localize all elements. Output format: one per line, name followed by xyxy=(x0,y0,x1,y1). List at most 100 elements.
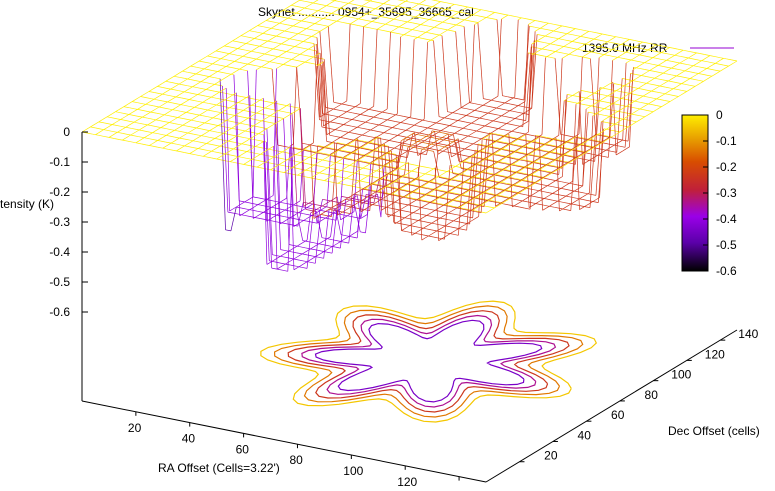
surface-mesh-line xyxy=(498,116,501,118)
surface-mesh-line xyxy=(113,118,118,119)
surface-mesh-line xyxy=(330,109,333,111)
surface-mesh-line xyxy=(229,52,232,54)
surface-mesh-line xyxy=(580,192,585,193)
surface-mesh-line xyxy=(606,116,609,118)
surface-mesh-line xyxy=(166,123,169,125)
surface-mesh-line xyxy=(276,49,281,50)
surface-mesh-line xyxy=(690,66,693,68)
surface-mesh-line xyxy=(365,136,370,137)
surface-mesh-line xyxy=(280,64,283,66)
surface-mesh-line xyxy=(608,96,613,97)
surface-mesh-line xyxy=(371,172,374,174)
surface-mesh-line xyxy=(485,119,490,120)
x-tick-label: 40 xyxy=(182,432,196,446)
surface-mesh-line xyxy=(280,200,283,202)
surface-mesh-line xyxy=(640,85,643,87)
surface-mesh-line xyxy=(351,200,356,201)
surface-mesh-line xyxy=(421,33,424,35)
surface-mesh-line xyxy=(260,131,263,133)
surface-mesh-line xyxy=(565,44,568,46)
surface-mesh-line xyxy=(285,264,290,265)
surface-mesh-line xyxy=(297,215,302,241)
surface-mesh-line xyxy=(122,127,125,129)
surface-mesh-line xyxy=(275,262,280,263)
surface-mesh-line xyxy=(240,63,245,64)
surface-mesh-line xyxy=(320,29,323,31)
surface-mesh-line xyxy=(275,63,280,64)
surface-mesh-line xyxy=(203,102,208,103)
surface-mesh-line xyxy=(603,118,606,120)
surface-mesh-line xyxy=(367,21,372,22)
surface-mesh-line xyxy=(172,116,177,117)
surface-mesh-line xyxy=(196,141,201,142)
surface-mesh-line xyxy=(246,31,249,33)
surface-mesh-line xyxy=(132,110,135,112)
surface-mesh-line xyxy=(185,139,190,140)
surface-mesh-line xyxy=(522,201,527,202)
surface-mesh-line xyxy=(489,207,494,208)
surface-mesh-line xyxy=(298,173,301,175)
surface-mesh-line xyxy=(327,154,330,206)
surface-mesh-line xyxy=(445,127,448,129)
surface-mesh-line xyxy=(391,137,394,139)
surface-mesh-line xyxy=(175,124,180,125)
surface-mesh-line xyxy=(340,135,343,137)
surface-mesh-line xyxy=(601,122,606,123)
surface-mesh-line xyxy=(650,112,653,114)
surface-mesh-line xyxy=(730,63,733,65)
surface-mesh-line xyxy=(665,87,670,88)
surface-mesh-line xyxy=(226,67,231,68)
surface-mesh-line xyxy=(340,125,343,127)
surface-mesh-line xyxy=(432,232,435,234)
surface-mesh-line xyxy=(707,62,712,63)
surface-mesh-line xyxy=(190,154,195,155)
surface-mesh-line xyxy=(221,52,226,53)
surface-mesh-line xyxy=(294,257,297,259)
surface-mesh-line xyxy=(515,116,518,118)
surface-mesh-line xyxy=(139,106,142,108)
surface-mesh-line xyxy=(153,141,156,143)
surface-mesh-line xyxy=(406,124,411,125)
surface-mesh-line xyxy=(173,119,176,121)
surface-mesh-line xyxy=(233,50,236,52)
surface-mesh-line xyxy=(496,121,501,122)
surface-mesh-line xyxy=(203,79,206,81)
surface-mesh-line xyxy=(612,138,617,139)
surface-mesh-line xyxy=(354,133,359,134)
surface-mesh-line xyxy=(189,76,192,78)
surface-mesh-line xyxy=(220,133,223,135)
surface-mesh-line xyxy=(643,105,646,107)
surface-mesh-line xyxy=(270,38,273,40)
surface-mesh-line xyxy=(623,106,626,108)
surface-mesh-line xyxy=(324,168,327,170)
surface-mesh-line xyxy=(348,175,351,177)
surface-mesh-line xyxy=(515,20,518,97)
surface-mesh-line xyxy=(450,165,455,166)
surface-mesh-line xyxy=(581,30,586,31)
surface-mesh-line xyxy=(539,49,542,51)
surface-mesh-line xyxy=(323,25,328,26)
y-tick-label: 20 xyxy=(544,449,558,463)
surface-mesh-line xyxy=(294,214,297,216)
surface-mesh-line xyxy=(304,262,307,264)
surface-mesh-line xyxy=(246,42,249,44)
surface-mesh-line xyxy=(665,101,670,102)
surface-mesh-line xyxy=(212,145,217,146)
surface-mesh-line xyxy=(345,213,350,214)
surface-mesh-line xyxy=(307,206,310,208)
surface-mesh-line xyxy=(267,116,270,118)
surface-mesh-line xyxy=(157,147,162,148)
y-tick-label: 140 xyxy=(738,327,758,341)
surface-mesh-line xyxy=(132,132,135,134)
surface-mesh-line xyxy=(593,202,598,203)
surface-mesh-line xyxy=(183,119,188,120)
surface-mesh-line xyxy=(519,201,522,203)
surface-mesh-line xyxy=(311,258,314,260)
surface-mesh-line xyxy=(342,196,347,197)
surface-mesh-line xyxy=(263,21,266,23)
surface-mesh-line xyxy=(412,36,417,37)
surface-mesh-line xyxy=(400,0,405,1)
surface-mesh-line xyxy=(563,207,566,209)
surface-mesh-line xyxy=(210,139,213,141)
surface-mesh-line xyxy=(388,113,393,114)
